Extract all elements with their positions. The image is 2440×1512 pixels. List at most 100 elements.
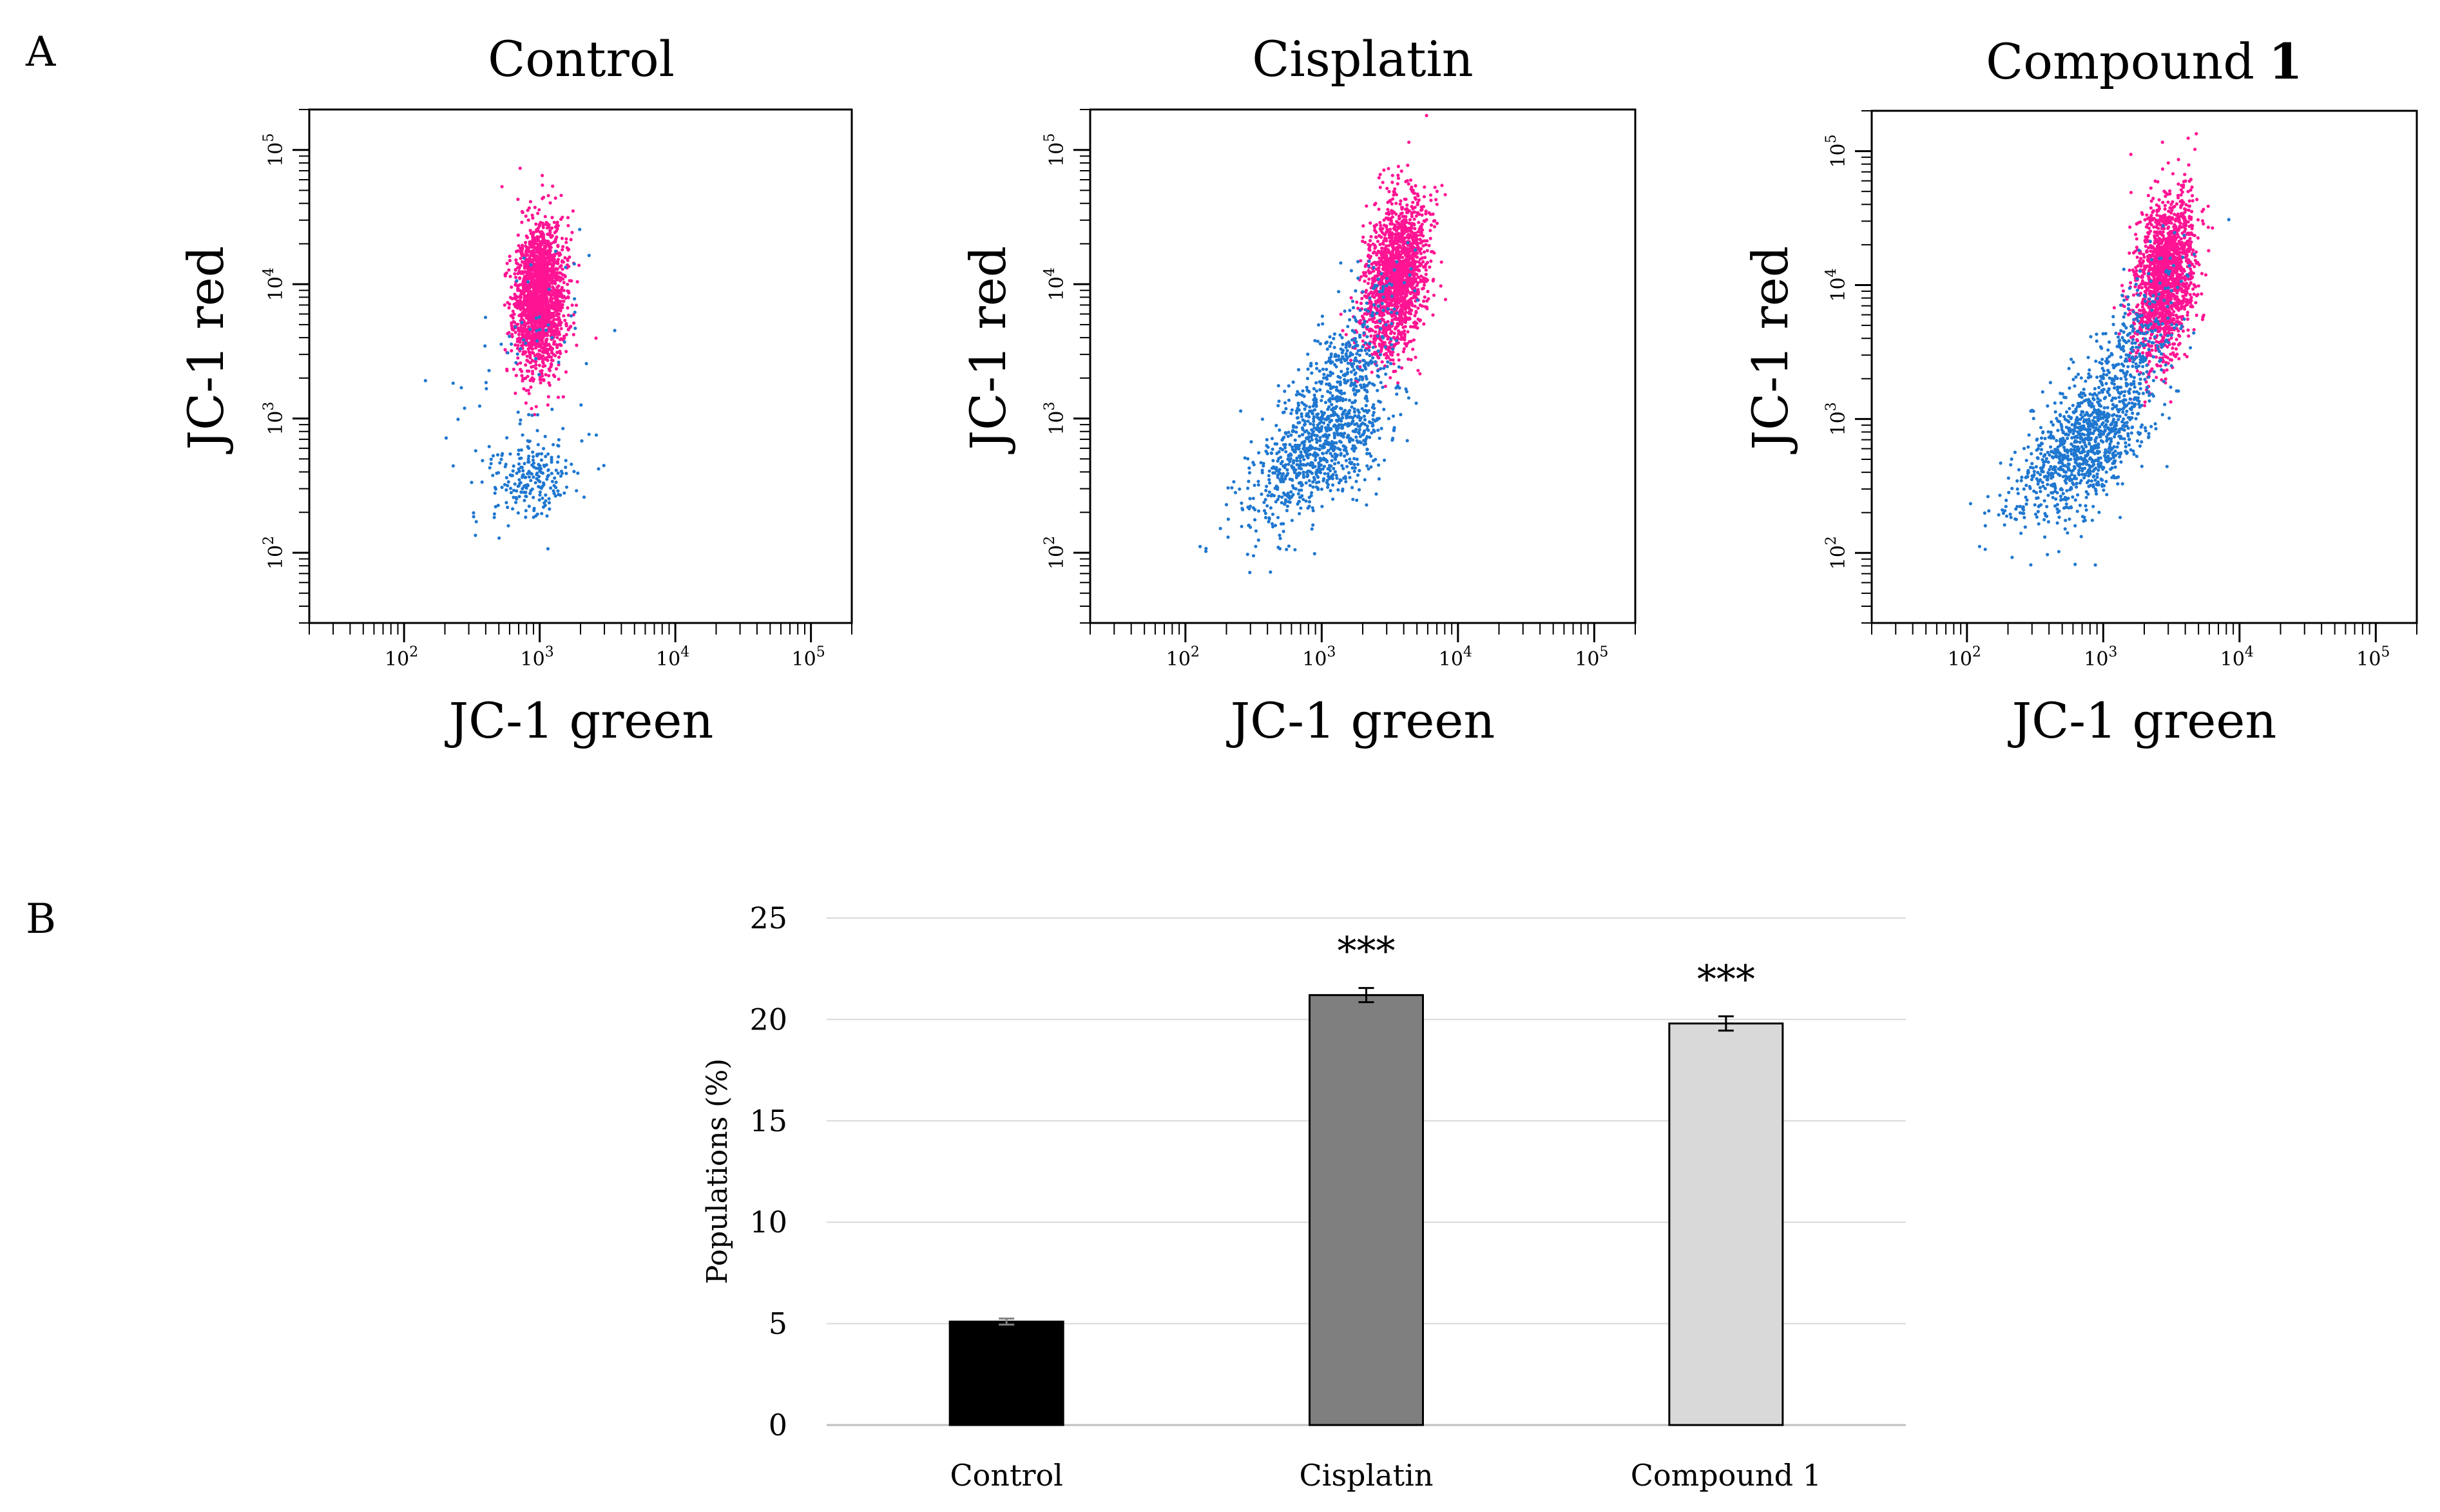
scatter-point	[1283, 466, 1287, 470]
scatter-point	[1443, 298, 1448, 301]
scatter-point	[550, 455, 553, 459]
scatter-point	[1420, 240, 1424, 244]
scatter-point	[551, 289, 555, 293]
scatter-point	[1395, 294, 1399, 298]
scatter-point	[542, 320, 546, 324]
scatter-point	[1347, 471, 1351, 475]
scatter-point	[494, 504, 497, 509]
scatter-point	[1405, 203, 1409, 207]
scatter-point	[1360, 378, 1365, 381]
scatter-point	[506, 332, 510, 336]
scatter-point	[527, 454, 531, 458]
scatter-point	[1323, 426, 1328, 430]
plot-title: Cisplatin	[1252, 30, 1474, 88]
scatter-point	[532, 231, 535, 234]
scatter-point	[1226, 517, 1230, 521]
scatter-point	[532, 475, 535, 479]
scatter-point	[1256, 538, 1260, 542]
scatter-point	[1393, 327, 1398, 330]
scatter-point	[1369, 271, 1373, 274]
scatter-point	[514, 258, 518, 262]
scatter-point	[1340, 423, 1343, 427]
scatter-point	[534, 222, 538, 226]
scatter-point	[556, 471, 560, 475]
scatter-point	[1271, 522, 1274, 526]
scatter-point	[1278, 533, 1282, 537]
scatter-point	[477, 404, 482, 408]
scatter-point	[1394, 342, 1398, 346]
scatter-point	[1306, 462, 1310, 466]
scatter-point	[550, 479, 555, 484]
scatter-point	[1260, 468, 1264, 472]
scatter-point	[527, 413, 531, 417]
scatter-point	[1421, 287, 1425, 291]
scatter-point	[564, 237, 568, 241]
scatter-point	[1282, 522, 1285, 526]
scatter-point	[1351, 497, 1355, 501]
scatter-point	[564, 370, 568, 374]
scatter-point	[1291, 445, 1294, 449]
scatter-point	[541, 365, 545, 368]
scatter-point	[1379, 229, 1383, 233]
scatter-point	[541, 262, 544, 266]
scatter-point	[510, 349, 514, 353]
scatter-point	[520, 369, 524, 374]
scatter-points	[423, 166, 617, 551]
scatter-point	[1381, 242, 1385, 246]
scatter-point	[534, 325, 538, 329]
scatter-point	[549, 293, 553, 297]
scatter-point	[1383, 251, 1388, 254]
scatter-point	[1313, 446, 1318, 451]
scatter-point	[1279, 455, 1283, 459]
scatter-point	[1434, 198, 1438, 202]
scatter-point	[1368, 239, 1372, 243]
scatter-point	[543, 333, 547, 338]
scatter-point	[537, 208, 541, 212]
scatter-point	[506, 480, 510, 484]
scatter-point	[1366, 282, 1370, 285]
scatter-point	[1363, 417, 1367, 422]
scatter-point	[1398, 261, 1402, 265]
scatter-point	[1277, 399, 1281, 403]
scatter-point	[514, 361, 518, 365]
y-tick-exponent: 5	[261, 133, 277, 142]
scatter-point	[1394, 256, 1398, 260]
scatter-point	[1232, 480, 1236, 484]
scatter-point	[1413, 263, 1417, 267]
scatter-point	[557, 330, 561, 334]
scatter-point	[1327, 464, 1331, 468]
scatter-point	[541, 289, 546, 293]
scatter-point	[1369, 221, 1372, 225]
scatter-point	[489, 462, 493, 466]
scatter-point	[507, 268, 511, 272]
scatter-point	[1419, 278, 1423, 282]
scatter-point	[1290, 519, 1294, 522]
x-tick-base: 10	[385, 648, 409, 671]
scatter-point	[550, 270, 554, 274]
scatter-point	[1443, 193, 1447, 196]
scatter-point	[1372, 410, 1376, 415]
scatter-point	[1394, 263, 1398, 267]
scatter-point	[527, 350, 531, 354]
scatter-point	[1291, 425, 1296, 429]
scatter-point	[1364, 291, 1368, 294]
scatter-point	[1418, 372, 1422, 376]
scatter-point	[1363, 478, 1367, 482]
scatter-point	[1354, 428, 1358, 432]
scatter-point	[1224, 502, 1229, 507]
scatter-point	[550, 311, 553, 316]
scatter-point	[543, 464, 546, 468]
scatter-point	[1388, 271, 1392, 274]
scatter-point	[1340, 397, 1343, 401]
scatter-point	[553, 328, 558, 332]
scatter-point	[1378, 234, 1381, 238]
scatter-point	[516, 289, 520, 292]
x-tick-label: 102	[385, 644, 418, 671]
scatter-point	[1269, 570, 1273, 574]
scatter-point	[1278, 547, 1282, 551]
scatter-point	[544, 282, 548, 286]
scatter-point	[1316, 475, 1320, 479]
scatter-point	[526, 457, 530, 461]
scatter-point	[515, 283, 519, 287]
scatter-point	[1391, 197, 1395, 201]
